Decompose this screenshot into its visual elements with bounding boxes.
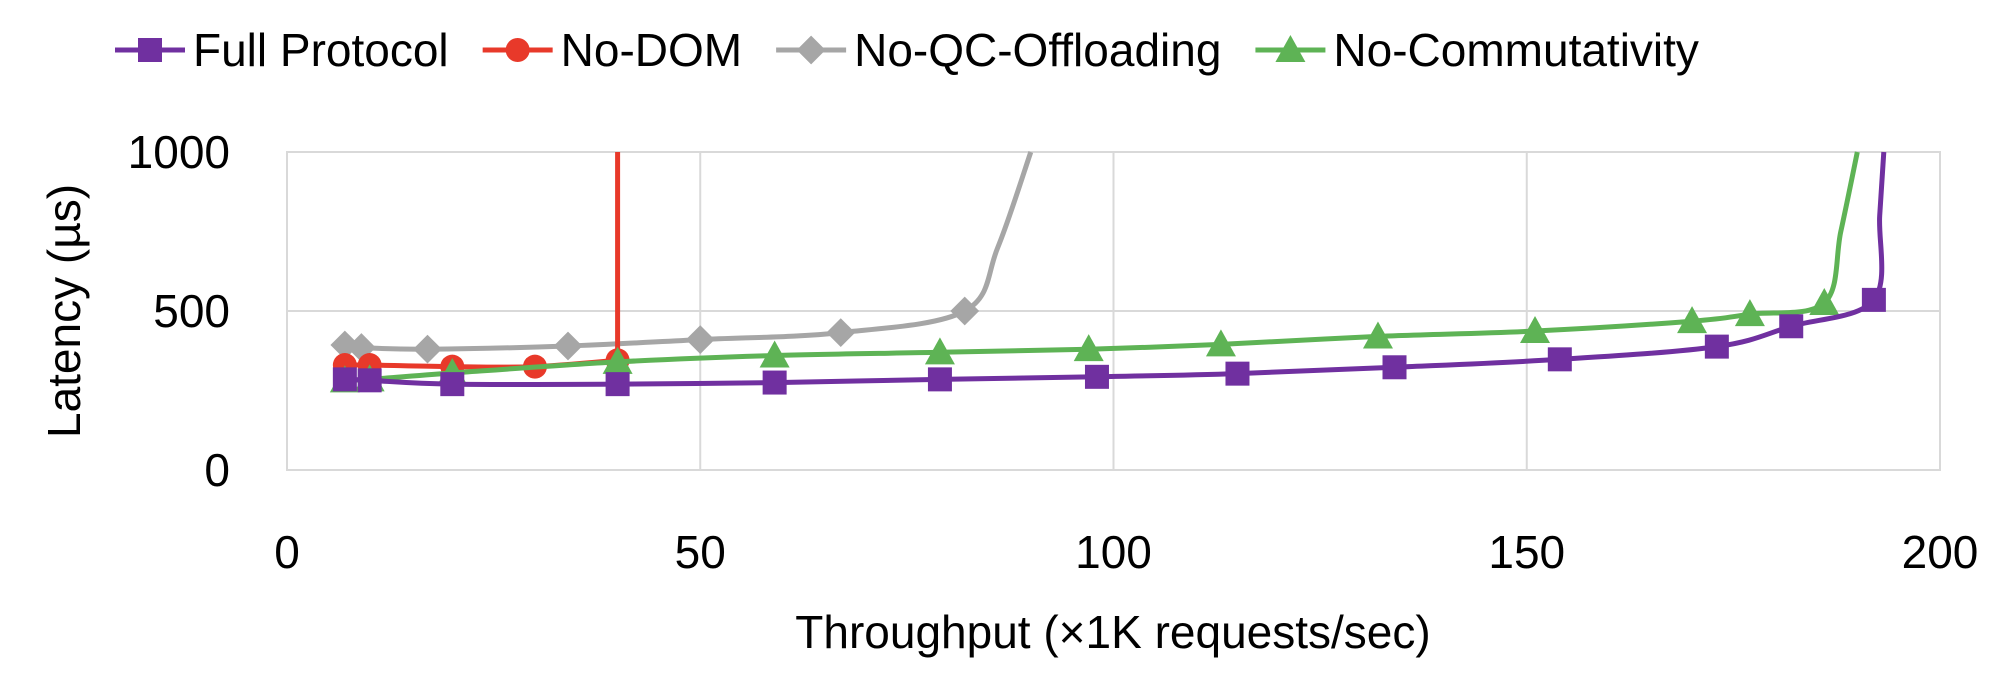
ticks: 0 50 100 150 200 0 500 1000 — [128, 126, 1979, 578]
square-point — [605, 372, 630, 397]
square-point — [357, 368, 382, 393]
legend-label: No-Commutativity — [1333, 24, 1699, 76]
legend: Full Protocol No-DOM No-QC-Offloading No-Co… — [115, 24, 1699, 76]
square-point — [1382, 355, 1407, 380]
y-tick-label: 0 — [204, 444, 230, 496]
diamond-point — [826, 318, 856, 348]
triangle-point — [1362, 321, 1393, 349]
square-point — [332, 367, 357, 392]
grid — [287, 152, 1940, 470]
series-full-protocol — [332, 151, 1887, 397]
legend-item: No-DOM — [482, 24, 742, 76]
legend-item: No-QC-Offloading — [776, 24, 1221, 76]
triangle-point — [1073, 334, 1104, 362]
square-point — [1084, 364, 1109, 389]
series-line — [344, 151, 1860, 383]
legend-circle-marker — [505, 38, 530, 62]
square-point — [762, 370, 787, 395]
series-no-qc-offloading — [330, 151, 1034, 364]
legend-label: No-DOM — [561, 24, 742, 76]
y-axis-title: Latency (µs) — [38, 184, 90, 438]
x-tick-label: 0 — [274, 526, 300, 578]
y-tick-label: 1000 — [128, 126, 230, 178]
legend-label: No-QC-Offloading — [854, 24, 1221, 76]
legend-triangle-marker — [1275, 35, 1306, 62]
legend-diamond-marker — [796, 35, 826, 65]
series-layer — [329, 151, 1887, 397]
series-line — [344, 151, 1034, 352]
series-line — [344, 152, 621, 370]
legend-label: Full Protocol — [193, 24, 449, 76]
square-point — [927, 367, 952, 392]
triangle-point — [602, 346, 633, 374]
x-tick-label: 50 — [675, 526, 726, 578]
triangle-point — [1520, 316, 1551, 344]
x-tick-label: 100 — [1075, 526, 1152, 578]
square-point — [1861, 287, 1886, 312]
y-tick-label: 500 — [153, 285, 230, 337]
diamond-point — [950, 296, 980, 326]
square-point — [440, 372, 465, 397]
diamond-point — [553, 331, 583, 361]
square-point — [1225, 361, 1250, 386]
triangle-point — [1809, 288, 1840, 316]
x-axis-title: Throughput (×1K requests/sec) — [795, 606, 1430, 658]
triangle-point — [1677, 306, 1708, 334]
triangle-point — [759, 340, 790, 368]
square-point — [1704, 334, 1729, 359]
x-tick-label: 200 — [1902, 526, 1979, 578]
plot-area — [286, 151, 1941, 471]
triangle-point — [924, 337, 955, 365]
series-line — [344, 151, 1887, 387]
square-point — [1779, 314, 1804, 339]
legend-item: No-Commutativity — [1255, 24, 1699, 76]
diamond-point — [413, 334, 442, 364]
diamond-point — [685, 325, 715, 355]
x-tick-label: 150 — [1488, 526, 1565, 578]
square-point — [1547, 347, 1572, 372]
legend-item: Full Protocol — [115, 24, 449, 76]
legend-square-marker — [138, 38, 162, 62]
triangle-point — [1205, 329, 1236, 357]
triangle-point — [1734, 299, 1765, 327]
